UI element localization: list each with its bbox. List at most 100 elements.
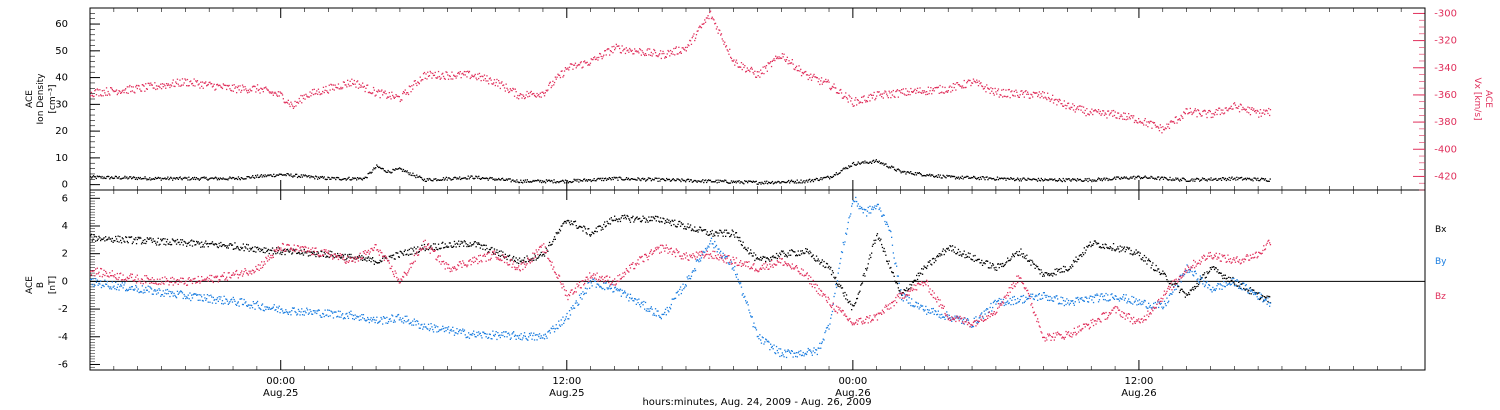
bx-point xyxy=(951,245,954,247)
bx-point xyxy=(239,249,241,251)
by-point xyxy=(250,304,252,306)
vx-point xyxy=(743,66,745,69)
vx-point xyxy=(825,81,828,83)
ion-density-point xyxy=(713,181,715,183)
vx-point xyxy=(785,59,788,61)
bx-point xyxy=(755,254,757,256)
by-point xyxy=(372,316,375,319)
ion-density-point xyxy=(560,180,562,182)
ion-density-point xyxy=(463,177,466,179)
vx-point xyxy=(751,68,753,70)
vx-point xyxy=(1112,109,1115,112)
vx-point xyxy=(342,87,344,89)
bx-point xyxy=(1160,272,1162,275)
vx-point xyxy=(402,92,404,95)
by-point xyxy=(191,297,194,299)
bx-point xyxy=(311,252,314,254)
bx-point xyxy=(936,256,938,258)
vx-point xyxy=(782,56,784,58)
vx-point xyxy=(641,50,643,52)
bx-point xyxy=(102,238,104,240)
bx-point xyxy=(232,248,234,250)
ion-density-point xyxy=(438,179,440,181)
bx-point xyxy=(1042,273,1045,275)
bx-point xyxy=(750,249,752,251)
ion-density-point xyxy=(1248,177,1250,179)
bx-point xyxy=(760,256,762,258)
vx-point xyxy=(1262,112,1264,114)
ion-density-point xyxy=(899,170,901,172)
by-point xyxy=(454,332,456,334)
ion-density-point xyxy=(549,180,551,183)
x-tick-time-label: 12:00 xyxy=(1125,376,1154,387)
vx-point xyxy=(1253,108,1255,110)
vx-point xyxy=(656,55,658,57)
vx-point xyxy=(211,83,213,85)
vx-point xyxy=(788,60,790,62)
ion-density-point xyxy=(395,168,397,170)
bx-point xyxy=(422,247,424,249)
vx-point xyxy=(115,90,117,92)
vx-point xyxy=(830,87,833,89)
bx-point xyxy=(879,240,881,242)
ion-density-point xyxy=(252,175,254,177)
bx-point xyxy=(575,225,577,227)
bx-point xyxy=(1166,279,1168,281)
ion-density-point xyxy=(590,180,592,183)
bx-point xyxy=(639,217,641,220)
ion-density-point xyxy=(691,181,693,183)
bx-point xyxy=(1055,274,1057,276)
bx-point xyxy=(116,240,118,243)
bx-point xyxy=(130,236,133,238)
bx-point xyxy=(807,251,809,253)
bx-point xyxy=(941,250,944,252)
by-point xyxy=(383,317,385,319)
ion-density-point xyxy=(830,176,832,178)
ion-density-point xyxy=(294,175,296,177)
by-point xyxy=(463,330,465,332)
vx-point xyxy=(478,72,481,75)
vx-point xyxy=(747,69,749,71)
ion-density-point xyxy=(1160,176,1163,178)
ion-density-point xyxy=(621,178,623,181)
vx-point xyxy=(170,85,173,87)
bx-point xyxy=(1127,247,1129,249)
bx-point xyxy=(171,238,174,240)
ion-density-point xyxy=(598,177,600,180)
by-point xyxy=(329,315,331,317)
vx-point xyxy=(1268,107,1270,110)
bx-point xyxy=(446,245,448,247)
ion-density-point xyxy=(206,178,208,180)
ion-density-point xyxy=(620,177,622,179)
ion-density-point xyxy=(1201,177,1204,179)
vx-point xyxy=(1188,112,1191,114)
bx-point xyxy=(1252,289,1254,291)
by-point xyxy=(240,298,242,300)
vx-point xyxy=(987,88,990,90)
bx-point xyxy=(671,219,673,221)
ion-density-point xyxy=(1214,178,1216,180)
ion-density-point xyxy=(255,174,257,177)
ion-density-point xyxy=(152,178,155,180)
bx-point xyxy=(891,271,894,274)
vx-point xyxy=(337,87,339,89)
bx-point xyxy=(1257,292,1259,294)
bx-point xyxy=(960,254,962,256)
vx-point xyxy=(1231,108,1233,110)
vx-point xyxy=(926,91,928,93)
ion-density-point xyxy=(887,166,889,168)
vx-point xyxy=(657,55,659,58)
ion-density-point xyxy=(1210,177,1212,179)
ion-density-point xyxy=(496,179,498,181)
ion-density-point xyxy=(466,178,468,180)
bx-point xyxy=(359,256,361,258)
ion-density-point xyxy=(761,181,763,183)
bx-point xyxy=(949,245,951,247)
vx-point xyxy=(568,66,571,68)
by-point xyxy=(158,288,160,290)
ion-density-point xyxy=(669,180,672,182)
ion-density-point xyxy=(832,175,835,177)
ion-density-point xyxy=(816,178,818,180)
vx-point xyxy=(287,99,289,101)
vx-point xyxy=(1198,109,1200,112)
